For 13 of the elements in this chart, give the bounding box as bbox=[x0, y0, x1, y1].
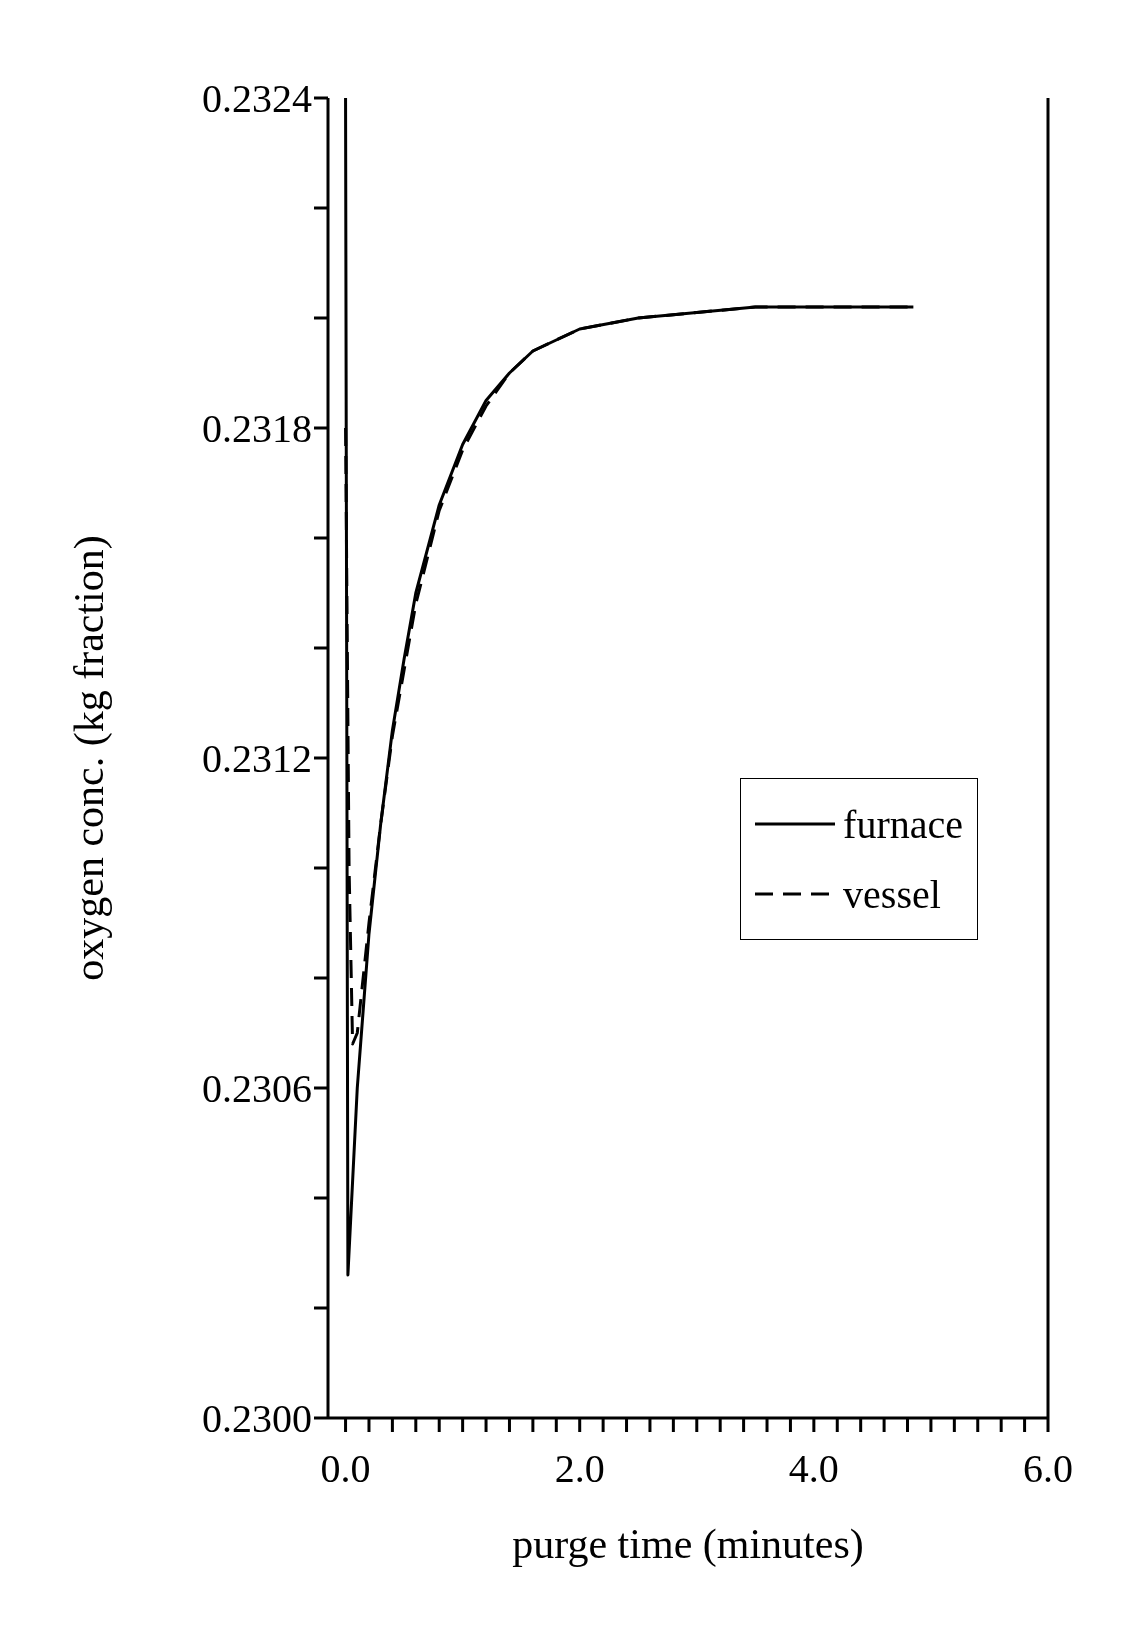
y-axis-title: oxygen conc. (kg fraction) bbox=[65, 535, 113, 981]
y-tick-label: 0.2318 bbox=[202, 406, 312, 452]
y-tick-label: 0.2312 bbox=[202, 736, 312, 782]
y-tick-label: 0.2300 bbox=[202, 1396, 312, 1442]
legend-label: furnace bbox=[843, 800, 963, 848]
x-axis-title: purge time (minutes) bbox=[512, 1521, 864, 1568]
legend-label: vessel bbox=[843, 870, 941, 918]
y-tick-label: 0.2306 bbox=[202, 1066, 312, 1112]
x-tick-label: 0.0 bbox=[320, 1446, 371, 1492]
y-tick-label: 0.2324 bbox=[202, 76, 312, 122]
x-tick-label: 2.0 bbox=[554, 1446, 605, 1492]
x-tick-label: 6.0 bbox=[1023, 1446, 1073, 1492]
x-tick-label: 4.0 bbox=[788, 1446, 839, 1492]
